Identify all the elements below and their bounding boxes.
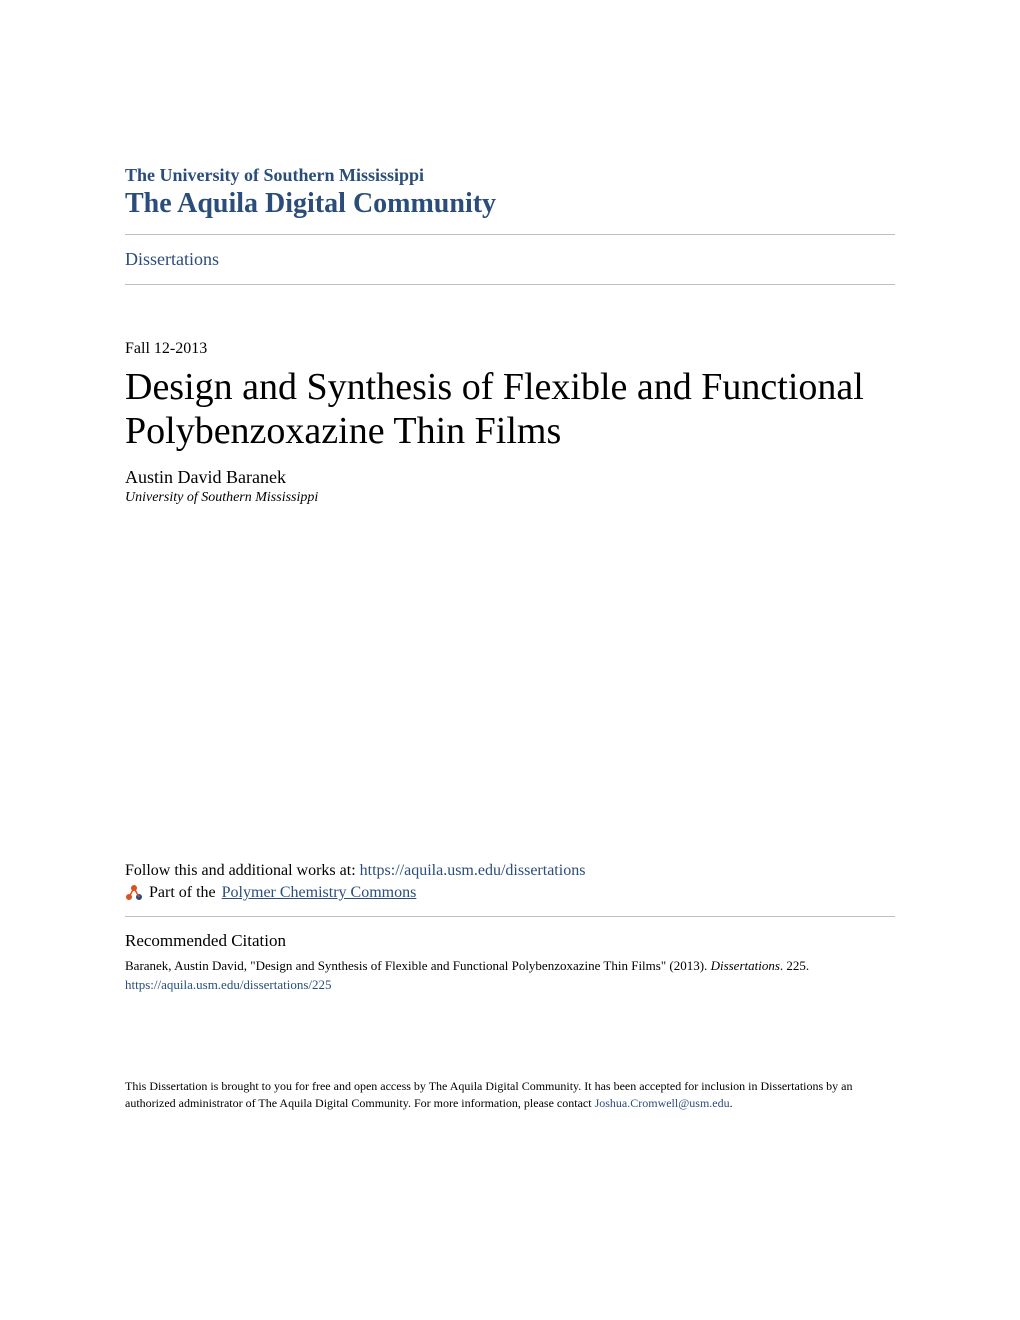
citation-prefix: Baranek, Austin David, "Design and Synth…: [125, 958, 711, 973]
institution-name: The University of Southern Mississippi: [125, 165, 895, 186]
follow-line: Follow this and additional works at: htt…: [125, 862, 895, 880]
partof-prefix: Part of the: [149, 884, 216, 902]
divider-citation: [125, 916, 895, 917]
network-icon: [125, 884, 143, 902]
publication-date: Fall 12-2013: [125, 340, 895, 358]
citation-suffix: . 225.: [780, 958, 809, 973]
collection-link[interactable]: Dissertations: [125, 249, 219, 269]
citation-text: Baranek, Austin David, "Design and Synth…: [125, 957, 895, 975]
citation-series: Dissertations: [711, 958, 780, 973]
footer-contact-link[interactable]: Joshua.Cromwell@usm.edu: [595, 1096, 730, 1110]
footer-text: This Dissertation is brought to you for …: [125, 1078, 895, 1112]
divider-collection: [125, 284, 895, 285]
follow-prefix: Follow this and additional works at:: [125, 862, 360, 879]
paper-title: Design and Synthesis of Flexible and Fun…: [125, 366, 895, 453]
citation-heading: Recommended Citation: [125, 931, 895, 951]
citation-block: Recommended Citation Baranek, Austin Dav…: [125, 931, 895, 993]
footer-suffix: .: [730, 1096, 733, 1110]
repository-name: The Aquila Digital Community: [125, 188, 895, 220]
partof-link[interactable]: Polymer Chemistry Commons: [222, 884, 417, 902]
author-name: Austin David Baranek: [125, 467, 895, 488]
author-affiliation: University of Southern Mississippi: [125, 490, 895, 506]
partof-line: Part of the Polymer Chemistry Commons: [125, 884, 895, 902]
citation-url-link[interactable]: https://aquila.usm.edu/dissertations/225: [125, 977, 895, 993]
collection-row: Dissertations: [125, 235, 895, 284]
footer-prefix: This Dissertation is brought to you for …: [125, 1079, 853, 1110]
header-block: The University of Southern Mississippi T…: [125, 165, 895, 220]
footer-block: This Dissertation is brought to you for …: [125, 1078, 895, 1112]
follow-url-link[interactable]: https://aquila.usm.edu/dissertations: [360, 862, 586, 879]
follow-section: Follow this and additional works at: htt…: [125, 862, 895, 993]
